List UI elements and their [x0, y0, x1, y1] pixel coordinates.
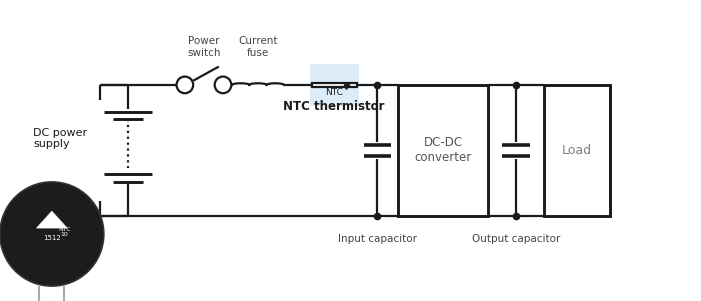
Text: 1512: 1512 — [43, 235, 61, 241]
Text: Power
switch: Power switch — [187, 36, 221, 58]
Text: DC power
supply: DC power supply — [33, 128, 87, 149]
FancyBboxPatch shape — [544, 85, 610, 216]
Text: Current
fuse: Current fuse — [238, 36, 278, 58]
FancyBboxPatch shape — [310, 64, 359, 106]
Ellipse shape — [177, 76, 193, 93]
Text: NTC thermistor: NTC thermistor — [283, 100, 385, 113]
FancyBboxPatch shape — [398, 85, 489, 216]
Ellipse shape — [215, 76, 231, 93]
Ellipse shape — [0, 182, 104, 286]
FancyBboxPatch shape — [312, 83, 357, 87]
Text: NTC: NTC — [325, 88, 343, 97]
Text: DC-DC
converter: DC-DC converter — [415, 136, 472, 165]
Polygon shape — [36, 211, 67, 228]
Text: Output capacitor: Output capacitor — [472, 234, 560, 244]
Text: NTC
10: NTC 10 — [58, 227, 71, 237]
Text: Input capacitor: Input capacitor — [338, 234, 417, 244]
Text: Load: Load — [562, 144, 592, 157]
